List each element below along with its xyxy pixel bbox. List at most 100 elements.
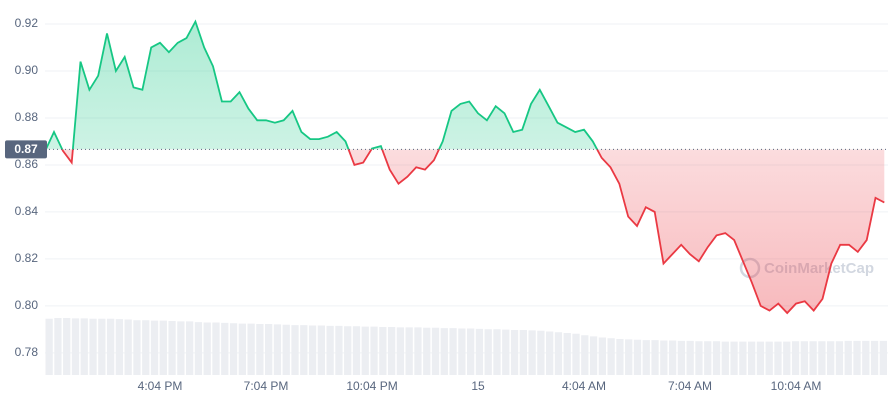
volume-bar (221, 322, 229, 375)
volume-bar (879, 340, 887, 375)
y-tick-label: 0.92 (15, 16, 39, 30)
volume-bar (159, 320, 167, 375)
volume-bar (238, 323, 246, 375)
volume-bar (71, 318, 80, 375)
volume-bar (572, 333, 580, 375)
volume-bar (282, 324, 290, 375)
volume-bar (616, 339, 624, 375)
line-up (44, 19, 599, 150)
volume-bar (326, 325, 334, 375)
volume-bar (730, 341, 738, 375)
volume-bar (300, 325, 308, 375)
volume-bar (721, 341, 729, 375)
volume-bar (827, 341, 835, 375)
volume-bar (308, 325, 317, 375)
volume-bar (256, 324, 264, 375)
volume-bar (625, 339, 633, 375)
volume-bar (115, 319, 124, 375)
volume-bar (519, 330, 527, 375)
line-down (44, 149, 885, 315)
volume-bar (510, 330, 519, 375)
volume-bar (484, 329, 492, 375)
x-tick-label: 7:04 PM (244, 379, 289, 393)
y-tick-label: 0.80 (15, 298, 39, 312)
volume-bar (344, 326, 352, 375)
volume-bar (423, 327, 431, 375)
volume-bar (229, 323, 238, 375)
volume-bar (563, 333, 571, 375)
volume-bar (273, 324, 282, 375)
volume-bar (379, 327, 387, 375)
volume-bar (695, 341, 703, 375)
volume-bar (168, 321, 176, 375)
volume-bar (853, 340, 861, 375)
volume-bar (186, 321, 194, 375)
x-tick-label: 4:04 PM (138, 379, 183, 393)
volume-bar (387, 327, 396, 375)
volume-bar (791, 341, 800, 375)
volume-bar (247, 323, 255, 375)
volume-bar (405, 327, 413, 375)
y-tick-label: 0.84 (15, 204, 39, 218)
volume-bar (774, 341, 782, 375)
volume-bar (177, 321, 185, 375)
volume-bar (291, 325, 299, 375)
volume-bar (98, 318, 106, 375)
volume-bar (546, 331, 554, 375)
y-tick-label: 0.78 (15, 345, 39, 359)
volume-bar (783, 341, 791, 375)
volume-bar (651, 340, 659, 375)
volume-bar (89, 318, 97, 375)
volume-bar (844, 340, 852, 375)
volume-bar (748, 341, 756, 375)
y-tick-label: 0.88 (15, 110, 39, 124)
volume-bar (317, 325, 325, 375)
y-tick-label: 0.82 (15, 251, 39, 265)
volume-bar (835, 341, 844, 375)
x-tick-label: 15 (471, 379, 485, 393)
volume-bar (80, 318, 88, 375)
reference-label-box (5, 140, 47, 159)
volume-bar (449, 328, 457, 375)
volume-bar (642, 340, 650, 375)
volume-bar (150, 320, 159, 375)
volume-bar (475, 328, 484, 375)
reference-label: 0.87 (14, 142, 38, 156)
volume-bar (554, 332, 563, 375)
volume-bar (704, 341, 712, 375)
volume-bar (589, 336, 598, 375)
x-tick-label: 10:04 PM (346, 379, 397, 393)
volume-bar (537, 330, 545, 375)
volume-bar (686, 340, 694, 375)
volume-bar (633, 339, 642, 375)
volume-bar (677, 340, 686, 375)
volume-bar (352, 326, 361, 375)
volume-bar (106, 318, 115, 375)
volume-bar (862, 340, 870, 375)
volume-bar (414, 327, 422, 375)
volume-bar (502, 329, 510, 375)
volume-bar (361, 326, 369, 375)
area-down (45, 149, 885, 313)
volume-bar (265, 324, 273, 375)
y-tick-label: 0.90 (15, 63, 39, 77)
volume-bar (440, 328, 448, 375)
volume-bar (607, 338, 615, 375)
volume-bar (54, 318, 62, 375)
volume-bar (818, 341, 826, 375)
volume-bar (756, 341, 765, 375)
volume-bar (528, 330, 536, 375)
x-tick-label: 10:04 AM (771, 379, 822, 393)
volume-bar (431, 327, 440, 375)
volume-bar (458, 328, 466, 375)
y-tick-label: 0.86 (15, 157, 39, 171)
volume-bar (739, 341, 747, 375)
volume-bar (396, 327, 405, 375)
volume-bar (133, 320, 141, 375)
volume-bar (194, 322, 203, 375)
volume-bar (493, 329, 501, 375)
volume-bar (800, 341, 808, 375)
volume-bar (712, 341, 721, 375)
volume-bar (203, 322, 211, 375)
volume-bar (598, 337, 606, 375)
